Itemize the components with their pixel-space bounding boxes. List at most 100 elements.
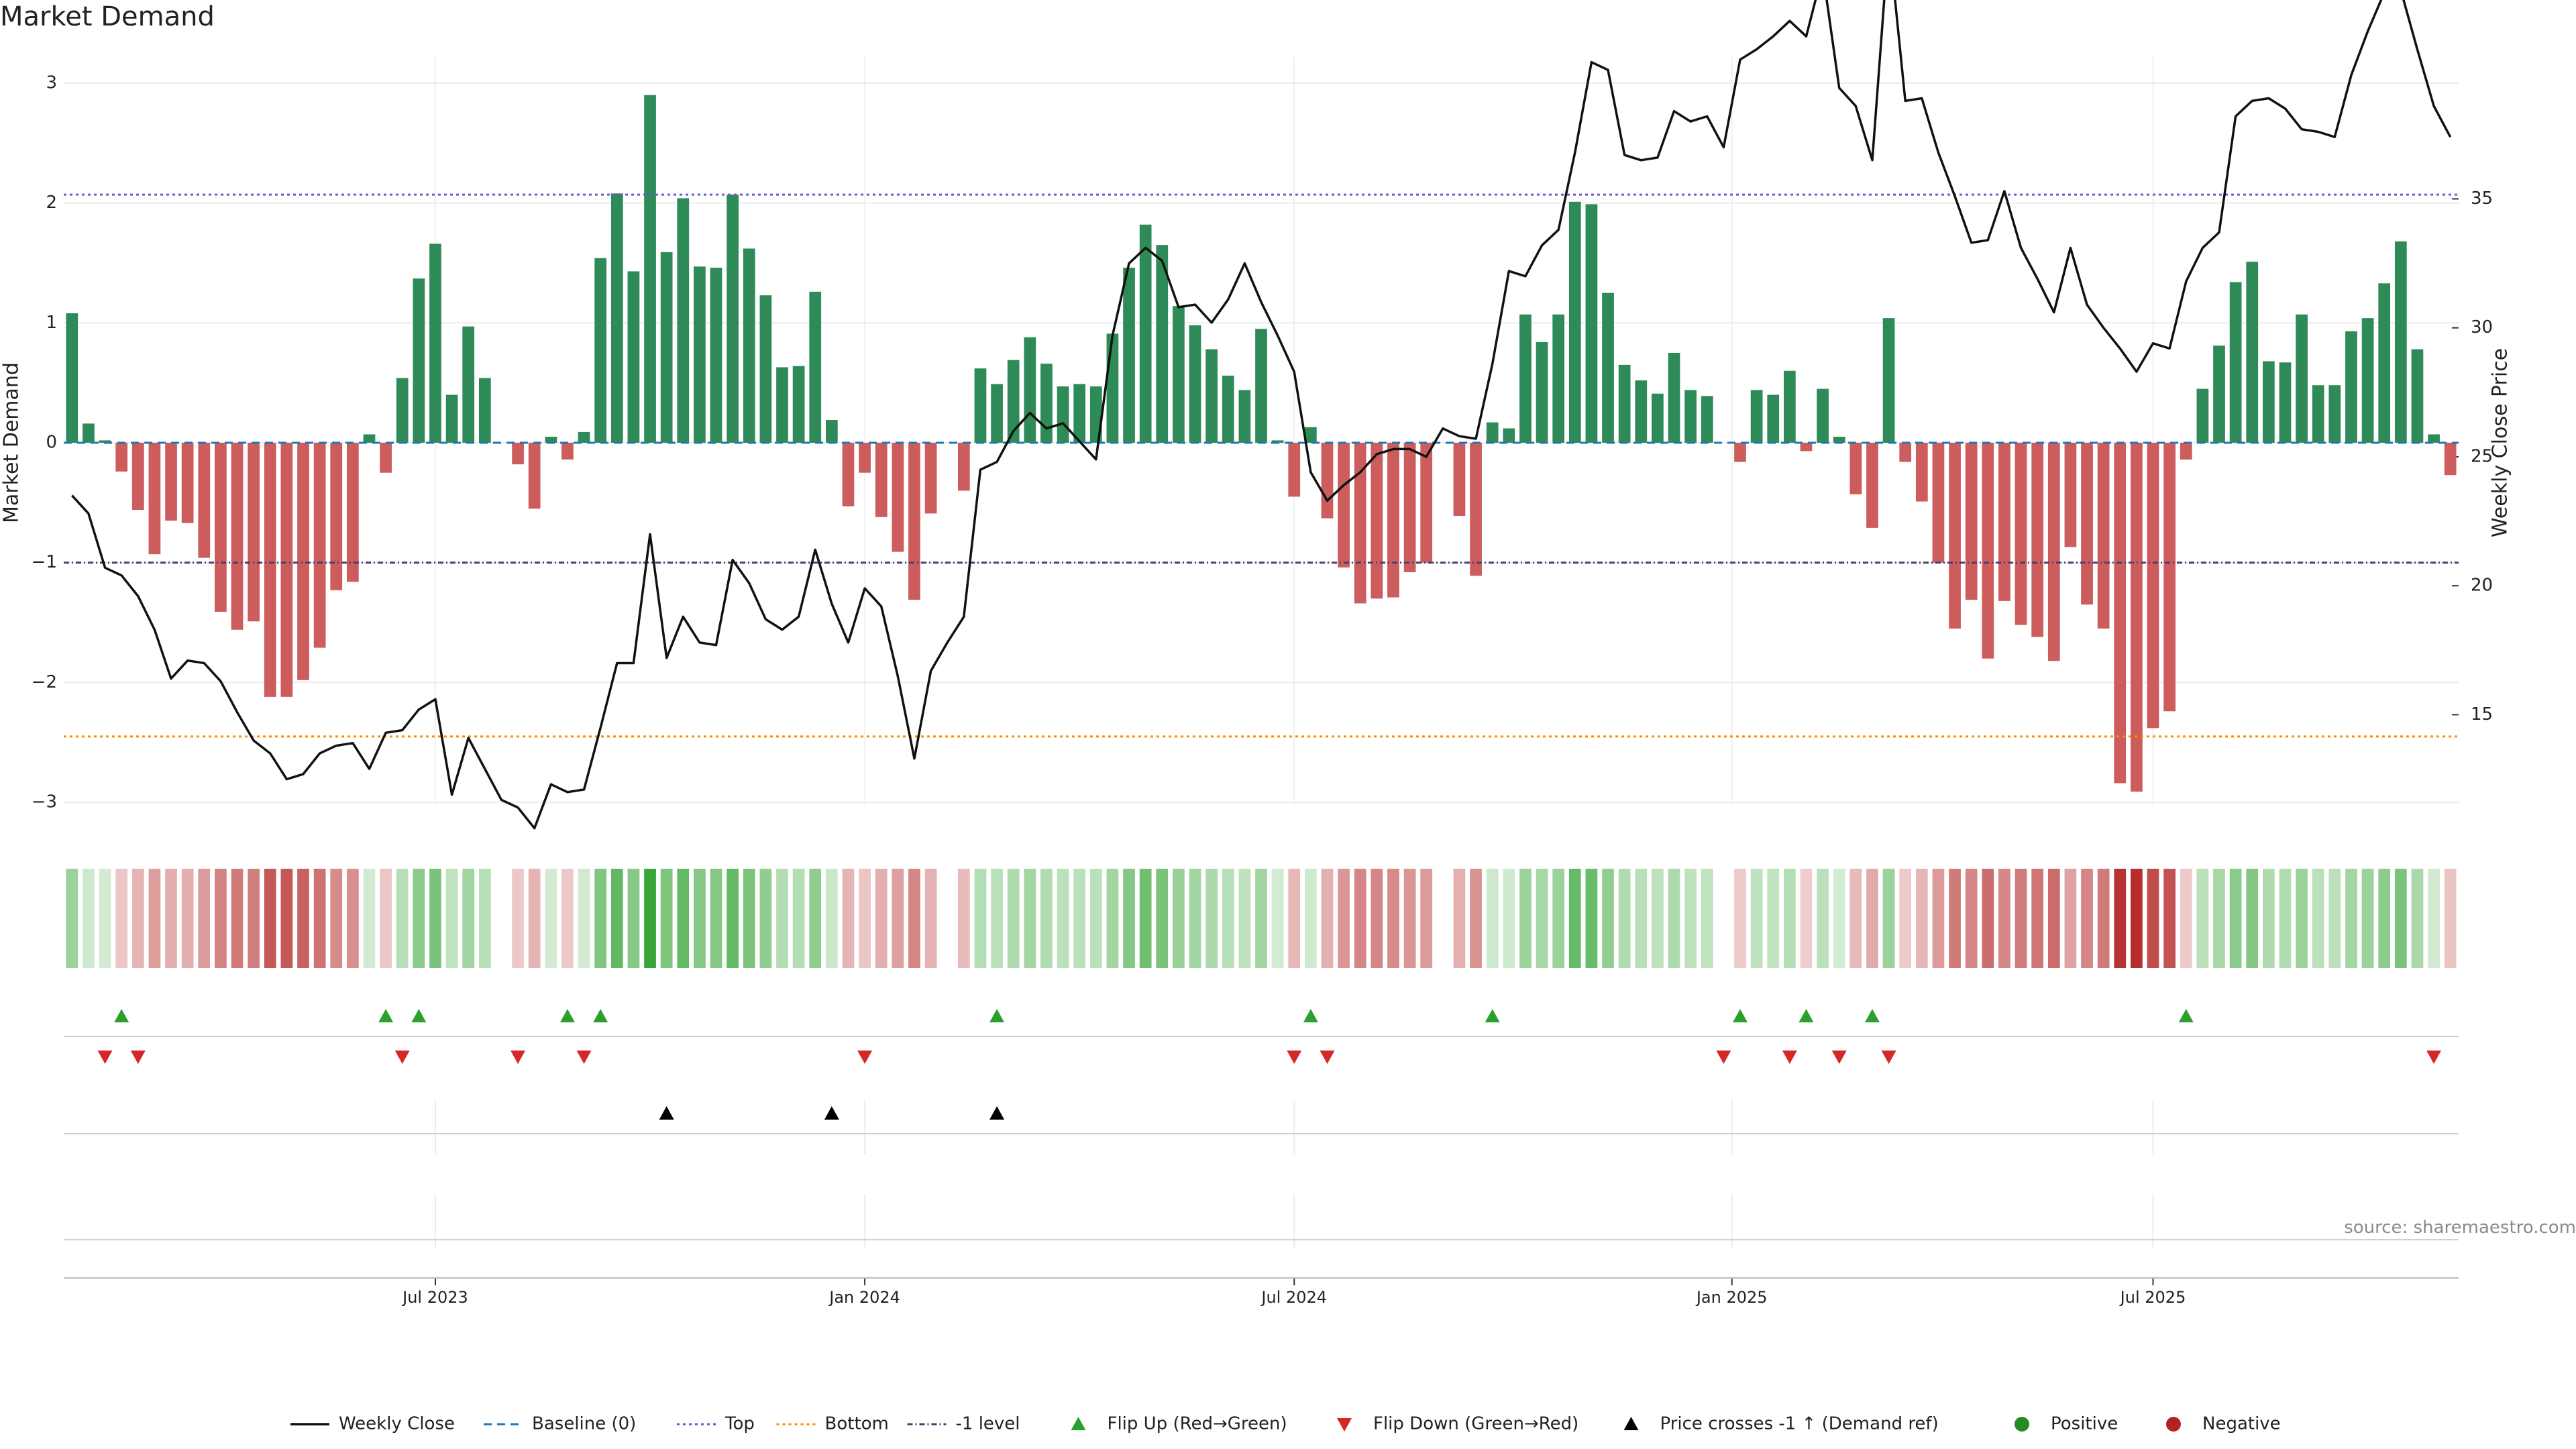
- legend-item: Baseline (0): [484, 1414, 636, 1434]
- demand-bar: [1106, 333, 1119, 443]
- heat-cell: [892, 869, 904, 968]
- y2-tick-label: 20: [2471, 576, 2493, 596]
- heat-cell: [1817, 869, 1829, 968]
- demand-bar: [1338, 443, 1350, 568]
- demand-bar: [1040, 364, 1053, 443]
- heat-cell: [1882, 869, 1895, 968]
- heat-cell: [1057, 869, 1069, 968]
- flip-up-marker: [559, 1009, 575, 1022]
- heat-cell: [776, 869, 788, 968]
- demand-bar: [2444, 443, 2457, 476]
- heat-cell: [2047, 869, 2060, 968]
- heat-cell: [1007, 869, 1020, 968]
- heat-cell: [1420, 869, 1433, 968]
- heat-cell: [1915, 869, 1928, 968]
- heat-cell: [1156, 869, 1169, 968]
- heat-cell: [1652, 869, 1664, 968]
- demand-bar: [2015, 443, 2027, 625]
- heat-cell: [1849, 869, 1862, 968]
- heat-cell: [743, 869, 755, 968]
- demand-bar: [2328, 385, 2341, 443]
- demand-bar: [131, 443, 144, 511]
- y2-tick-label: 35: [2471, 189, 2493, 209]
- demand-bar: [957, 443, 970, 491]
- demand-bar: [445, 394, 458, 443]
- demand-bar: [2229, 282, 2242, 443]
- x-tick-label: Jul 2024: [1260, 1288, 1327, 1307]
- heat-cell: [825, 869, 838, 968]
- demand-bar: [83, 423, 95, 443]
- demand-bar: [809, 291, 822, 443]
- demand-bar: [1899, 443, 1912, 462]
- heat-cell: [578, 869, 590, 968]
- heat-cell: [991, 869, 1003, 968]
- demand-bar: [1915, 443, 1928, 502]
- heat-cell: [280, 869, 293, 968]
- demand-bar: [1173, 306, 1185, 443]
- demand-bar: [1503, 428, 1515, 443]
- demand-bar: [1205, 349, 1218, 443]
- demand-bar: [727, 195, 739, 443]
- heat-cell: [1668, 869, 1680, 968]
- y2-axis-title: Weekly Close Price: [2489, 348, 2512, 537]
- demand-bar: [1139, 224, 1152, 443]
- demand-bar: [677, 198, 690, 443]
- demand-bar: [198, 443, 211, 558]
- demand-bar: [363, 434, 376, 443]
- heat-cell: [1965, 869, 1978, 968]
- heat-cell: [248, 869, 260, 968]
- heat-cell: [1684, 869, 1697, 968]
- heat-cell: [528, 869, 541, 968]
- heat-cell: [478, 869, 491, 968]
- demand-bar: [561, 443, 574, 460]
- demand-bar: [99, 440, 111, 443]
- weekly-close-line: [71, 0, 2452, 830]
- y-axis-title: Market Demand: [0, 362, 23, 523]
- demand-bar: [297, 443, 309, 680]
- heat-cell: [264, 869, 276, 968]
- heat-cell: [924, 869, 937, 968]
- demand-bar: [528, 443, 541, 509]
- legend-label: Top: [724, 1414, 755, 1434]
- demand-bar: [1800, 443, 1813, 451]
- price-cross-marker: [659, 1106, 674, 1120]
- demand-bar: [1965, 443, 1978, 600]
- heat-cell: [1635, 869, 1648, 968]
- demand-bar: [610, 193, 623, 443]
- heat-cell: [1288, 869, 1301, 968]
- demand-bar: [892, 443, 904, 552]
- y-tick-label: −3: [32, 792, 57, 812]
- demand-bar: [1156, 245, 1169, 443]
- demand-bar: [1618, 364, 1631, 443]
- legend-marker-flip-down: [1337, 1418, 1352, 1432]
- demand-bar: [1817, 388, 1829, 443]
- heat-cell: [2097, 869, 2110, 968]
- heat-cell: [1486, 869, 1499, 968]
- y2-tick-label: 25: [2471, 446, 2493, 466]
- demand-bar: [1701, 396, 1713, 443]
- flip-up-marker: [1733, 1009, 1748, 1022]
- y2-tick-label: 30: [2471, 317, 2493, 337]
- demand-bar: [842, 443, 855, 506]
- demand-bar: [1371, 443, 1383, 599]
- demand-bar: [1866, 443, 1878, 528]
- y-tick-label: −2: [32, 672, 57, 692]
- heat-cell: [1618, 869, 1631, 968]
- heat-cell: [644, 869, 656, 968]
- heat-cell: [2328, 869, 2341, 968]
- demand-bar: [1073, 384, 1086, 443]
- demand-bar: [1833, 437, 1845, 443]
- demand-bar: [2180, 443, 2192, 460]
- heat-cell: [512, 869, 524, 968]
- heat-cell: [677, 869, 690, 968]
- demand-bar: [1652, 393, 1664, 443]
- demand-bar: [710, 268, 722, 443]
- heat-cell: [1982, 869, 1994, 968]
- heat-cell: [1899, 869, 1912, 968]
- demand-bar: [462, 326, 475, 443]
- flip-down-marker: [1716, 1051, 1731, 1064]
- demand-bar: [2262, 361, 2275, 443]
- demand-bar: [2345, 331, 2357, 443]
- heat-cell: [2262, 869, 2275, 968]
- demand-bar: [627, 271, 640, 443]
